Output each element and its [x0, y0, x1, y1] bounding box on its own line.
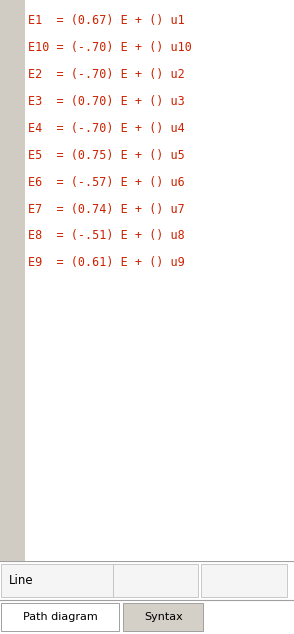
Text: E2  = (-.70) E + () u2: E2 = (-.70) E + () u2: [28, 68, 185, 81]
Bar: [0, 0, 25, 561]
Text: Line: Line: [9, 574, 34, 587]
Text: E4  = (-.70) E + () u4: E4 = (-.70) E + () u4: [28, 122, 185, 135]
FancyBboxPatch shape: [201, 564, 287, 597]
FancyBboxPatch shape: [123, 603, 203, 631]
FancyBboxPatch shape: [113, 564, 198, 597]
Text: E3  = (0.70) E + () u3: E3 = (0.70) E + () u3: [28, 95, 185, 108]
Text: Syntax: Syntax: [144, 612, 183, 622]
Text: E5  = (0.75) E + () u5: E5 = (0.75) E + () u5: [28, 149, 185, 162]
Text: E10 = (-.70) E + () u10: E10 = (-.70) E + () u10: [28, 41, 192, 54]
Text: E1  = (0.67) E + () u1: E1 = (0.67) E + () u1: [28, 14, 185, 27]
Text: Path diagram: Path diagram: [23, 612, 98, 622]
Text: E9  = (0.61) E + () u9: E9 = (0.61) E + () u9: [28, 256, 185, 269]
Text: E6  = (-.57) E + () u6: E6 = (-.57) E + () u6: [28, 176, 185, 189]
Text: E7  = (0.74) E + () u7: E7 = (0.74) E + () u7: [28, 202, 185, 216]
FancyBboxPatch shape: [1, 603, 119, 631]
FancyBboxPatch shape: [1, 564, 113, 597]
Text: E8  = (-.51) E + () u8: E8 = (-.51) E + () u8: [28, 230, 185, 242]
